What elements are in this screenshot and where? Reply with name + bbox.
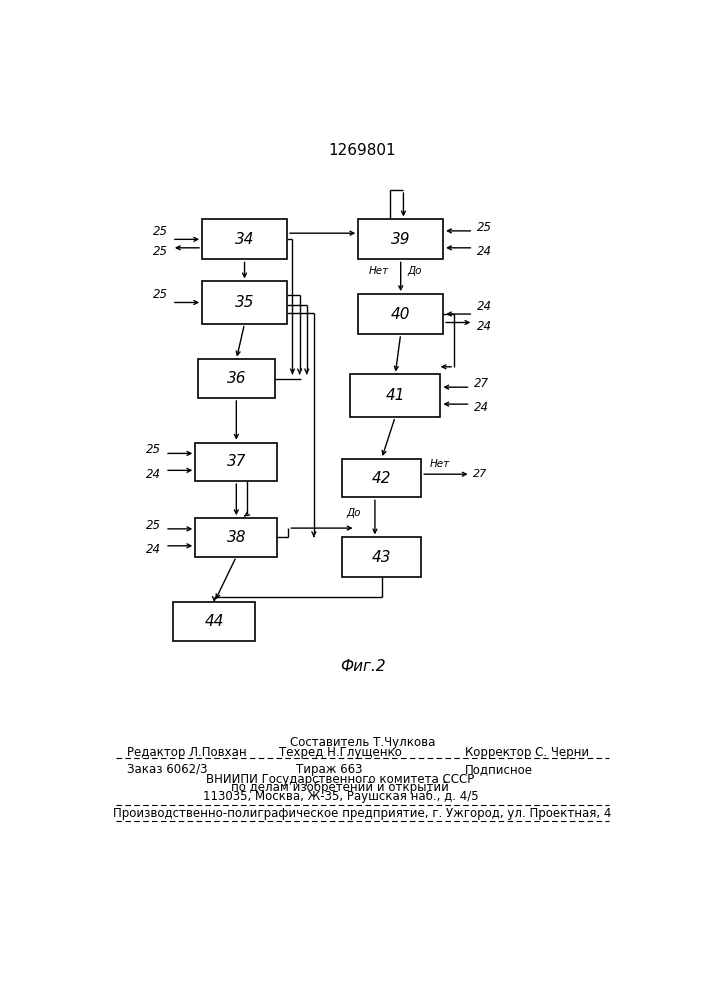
Text: Техред Н.Глущенко: Техред Н.Глущенко: [279, 746, 402, 759]
Text: 25: 25: [477, 221, 492, 234]
Text: Заказ 6062/3: Заказ 6062/3: [127, 763, 207, 776]
FancyBboxPatch shape: [341, 459, 421, 497]
Text: 27: 27: [473, 469, 488, 479]
FancyBboxPatch shape: [195, 443, 277, 481]
FancyBboxPatch shape: [173, 602, 255, 641]
Text: 25: 25: [146, 519, 161, 532]
FancyBboxPatch shape: [358, 219, 443, 259]
Text: 24: 24: [146, 468, 161, 481]
Text: 43: 43: [372, 550, 391, 565]
Text: 37: 37: [226, 454, 246, 469]
Text: 113035, Москва, Ж-35, Раушская наб., д. 4/5: 113035, Москва, Ж-35, Раушская наб., д. …: [203, 790, 478, 803]
Text: 42: 42: [372, 471, 391, 486]
Text: Редактор Л.Повхан: Редактор Л.Повхан: [127, 746, 246, 759]
FancyBboxPatch shape: [341, 537, 421, 577]
Text: 24: 24: [146, 543, 161, 556]
Text: 24: 24: [474, 401, 489, 414]
Text: 44: 44: [204, 614, 224, 629]
Text: 35: 35: [235, 295, 255, 310]
Text: Нет: Нет: [369, 266, 389, 276]
Text: 25: 25: [153, 225, 168, 238]
FancyBboxPatch shape: [202, 281, 287, 324]
FancyBboxPatch shape: [350, 374, 440, 417]
Text: 25: 25: [153, 245, 168, 258]
Text: Тираж 663: Тираж 663: [296, 763, 363, 776]
Text: Производственно-полиграфическое предприятие, г. Ужгород, ул. Проектная, 4: Производственно-полиграфическое предприя…: [113, 807, 612, 820]
Text: 40: 40: [391, 307, 411, 322]
Text: 24: 24: [477, 300, 492, 313]
FancyBboxPatch shape: [202, 219, 287, 259]
Text: Нет: Нет: [429, 459, 450, 469]
Text: 36: 36: [226, 371, 246, 386]
Text: 27: 27: [474, 377, 489, 390]
FancyBboxPatch shape: [198, 359, 275, 398]
Text: Корректор С. Черни: Корректор С. Черни: [464, 746, 589, 759]
Text: 34: 34: [235, 232, 255, 247]
Text: 24: 24: [477, 320, 492, 333]
Text: Подписное: Подписное: [465, 763, 533, 776]
Text: по делам изобретений и открытий: по делам изобретений и открытий: [231, 781, 450, 794]
Text: 25: 25: [146, 443, 161, 456]
Text: 39: 39: [391, 232, 411, 247]
Text: До: До: [347, 508, 361, 518]
FancyBboxPatch shape: [358, 294, 443, 334]
Text: 25: 25: [153, 288, 168, 301]
Text: Фиг.2: Фиг.2: [341, 659, 386, 674]
Text: 24: 24: [477, 245, 492, 258]
Text: 38: 38: [226, 530, 246, 545]
Text: 1269801: 1269801: [329, 143, 396, 158]
Text: Составитель Т.Чулкова: Составитель Т.Чулкова: [290, 736, 435, 749]
Text: ВНИИПИ Государственного комитета СССР: ВНИИПИ Государственного комитета СССР: [206, 773, 474, 786]
Text: 41: 41: [385, 388, 405, 403]
Text: До: До: [407, 266, 421, 276]
FancyBboxPatch shape: [195, 518, 277, 557]
